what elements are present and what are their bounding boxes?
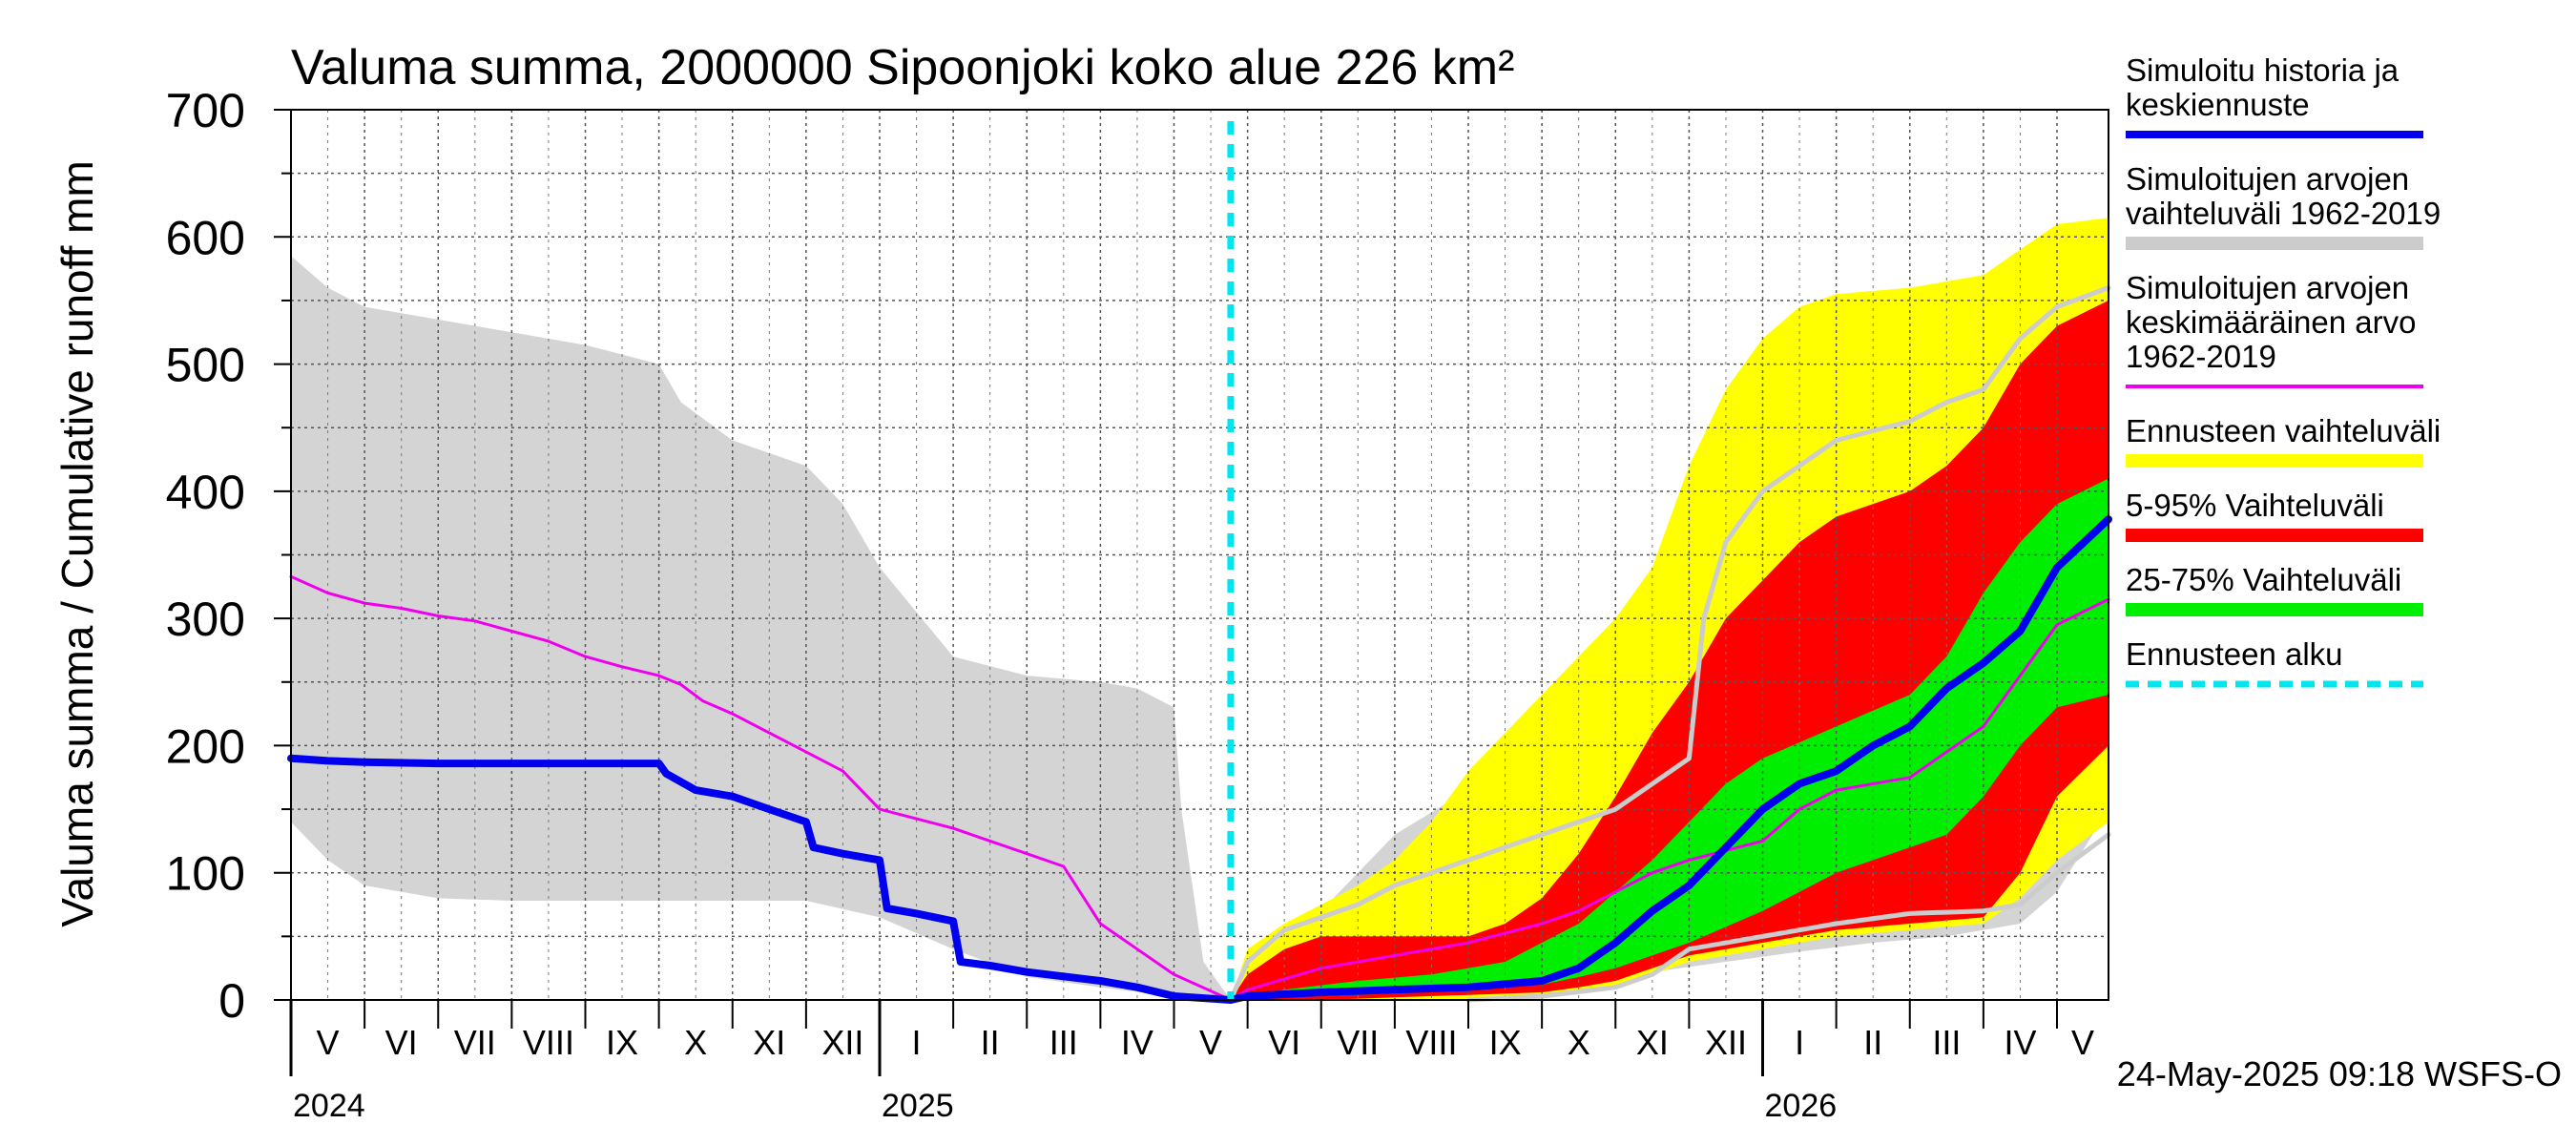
y-tick-label: 500 (166, 339, 245, 392)
y-tick-label: 0 (218, 974, 245, 1028)
series-hist_sim_gray_low (1465, 832, 2111, 1003)
x-month-label: III (1932, 1023, 1961, 1062)
x-year-label: 2024 (293, 1088, 365, 1124)
x-month-label: VIII (523, 1023, 574, 1062)
x-year-label: 2026 (1765, 1088, 1838, 1124)
series-line-layer (287, 121, 2112, 1004)
x-year-label: 2025 (882, 1088, 954, 1124)
x-month-label: XI (1636, 1023, 1669, 1062)
x-month-label: II (1863, 1023, 1882, 1062)
legend-label: 25-75% Vaihteluväli (2126, 562, 2401, 597)
x-month-label: V (317, 1023, 340, 1062)
x-month-label: XII (821, 1023, 863, 1062)
x-month-label: III (1049, 1023, 1078, 1062)
x-month-label: IX (606, 1023, 638, 1062)
y-axis-label: Valuma summa / Cumulative runoff mm (52, 160, 102, 927)
legend-label: Ennusteen alku (2126, 636, 2343, 672)
x-month-label: VII (1337, 1023, 1379, 1062)
y-tick-label: 700 (166, 84, 245, 137)
legend-label: Simuloitu historia ja (2126, 52, 2399, 88)
x-month-label: XI (753, 1023, 785, 1062)
footer-timestamp: 24-May-2025 09:18 WSFS-O (2117, 1054, 2562, 1093)
legend-label: Simuloitujen arvojen (2126, 161, 2409, 197)
x-month-label: IX (1489, 1023, 1522, 1062)
x-month-label: V (2071, 1023, 2094, 1062)
legend-label: vaihteluväli 1962-2019 (2126, 196, 2441, 231)
x-month-label: XII (1705, 1023, 1747, 1062)
y-tick-label: 300 (166, 593, 245, 646)
legend-label: 5-95% Vaihteluväli (2126, 488, 2384, 523)
y-tick-label: 400 (166, 466, 245, 519)
x-month-label: II (981, 1023, 1000, 1062)
x-month-label: V (1199, 1023, 1222, 1062)
legend-label: Ennusteen vaihteluväli (2126, 413, 2441, 448)
y-tick-label: 200 (166, 719, 245, 773)
y-tick-label: 100 (166, 847, 245, 901)
x-month-label: I (1795, 1023, 1804, 1062)
x-month-label: X (1568, 1023, 1590, 1062)
y-tick-label: 600 (166, 211, 245, 264)
x-month-label: I (912, 1023, 922, 1062)
legend-label: keskiennuste (2126, 87, 2310, 122)
legend-label: keskimääräinen arvo (2126, 304, 2416, 340)
legend-label: Simuloitujen arvojen (2126, 270, 2409, 305)
series-hist_sim_gray (1228, 285, 2111, 1003)
x-month-label: VI (1268, 1023, 1300, 1062)
chart-title: Valuma summa, 2000000 Sipoonjoki koko al… (291, 40, 1514, 95)
grid-layer (291, 110, 2109, 1000)
series-hist_mean (289, 574, 2110, 1002)
x-month-label: X (684, 1023, 707, 1062)
legend-label: 1962-2019 (2126, 339, 2276, 374)
x-month-label: IV (1121, 1023, 1153, 1062)
x-month-label: VIII (1405, 1023, 1457, 1062)
x-month-label: IV (2004, 1023, 2036, 1062)
series-mean_simulated (287, 515, 2112, 1004)
x-month-label: VI (385, 1023, 418, 1062)
x-month-label: VII (454, 1023, 496, 1062)
